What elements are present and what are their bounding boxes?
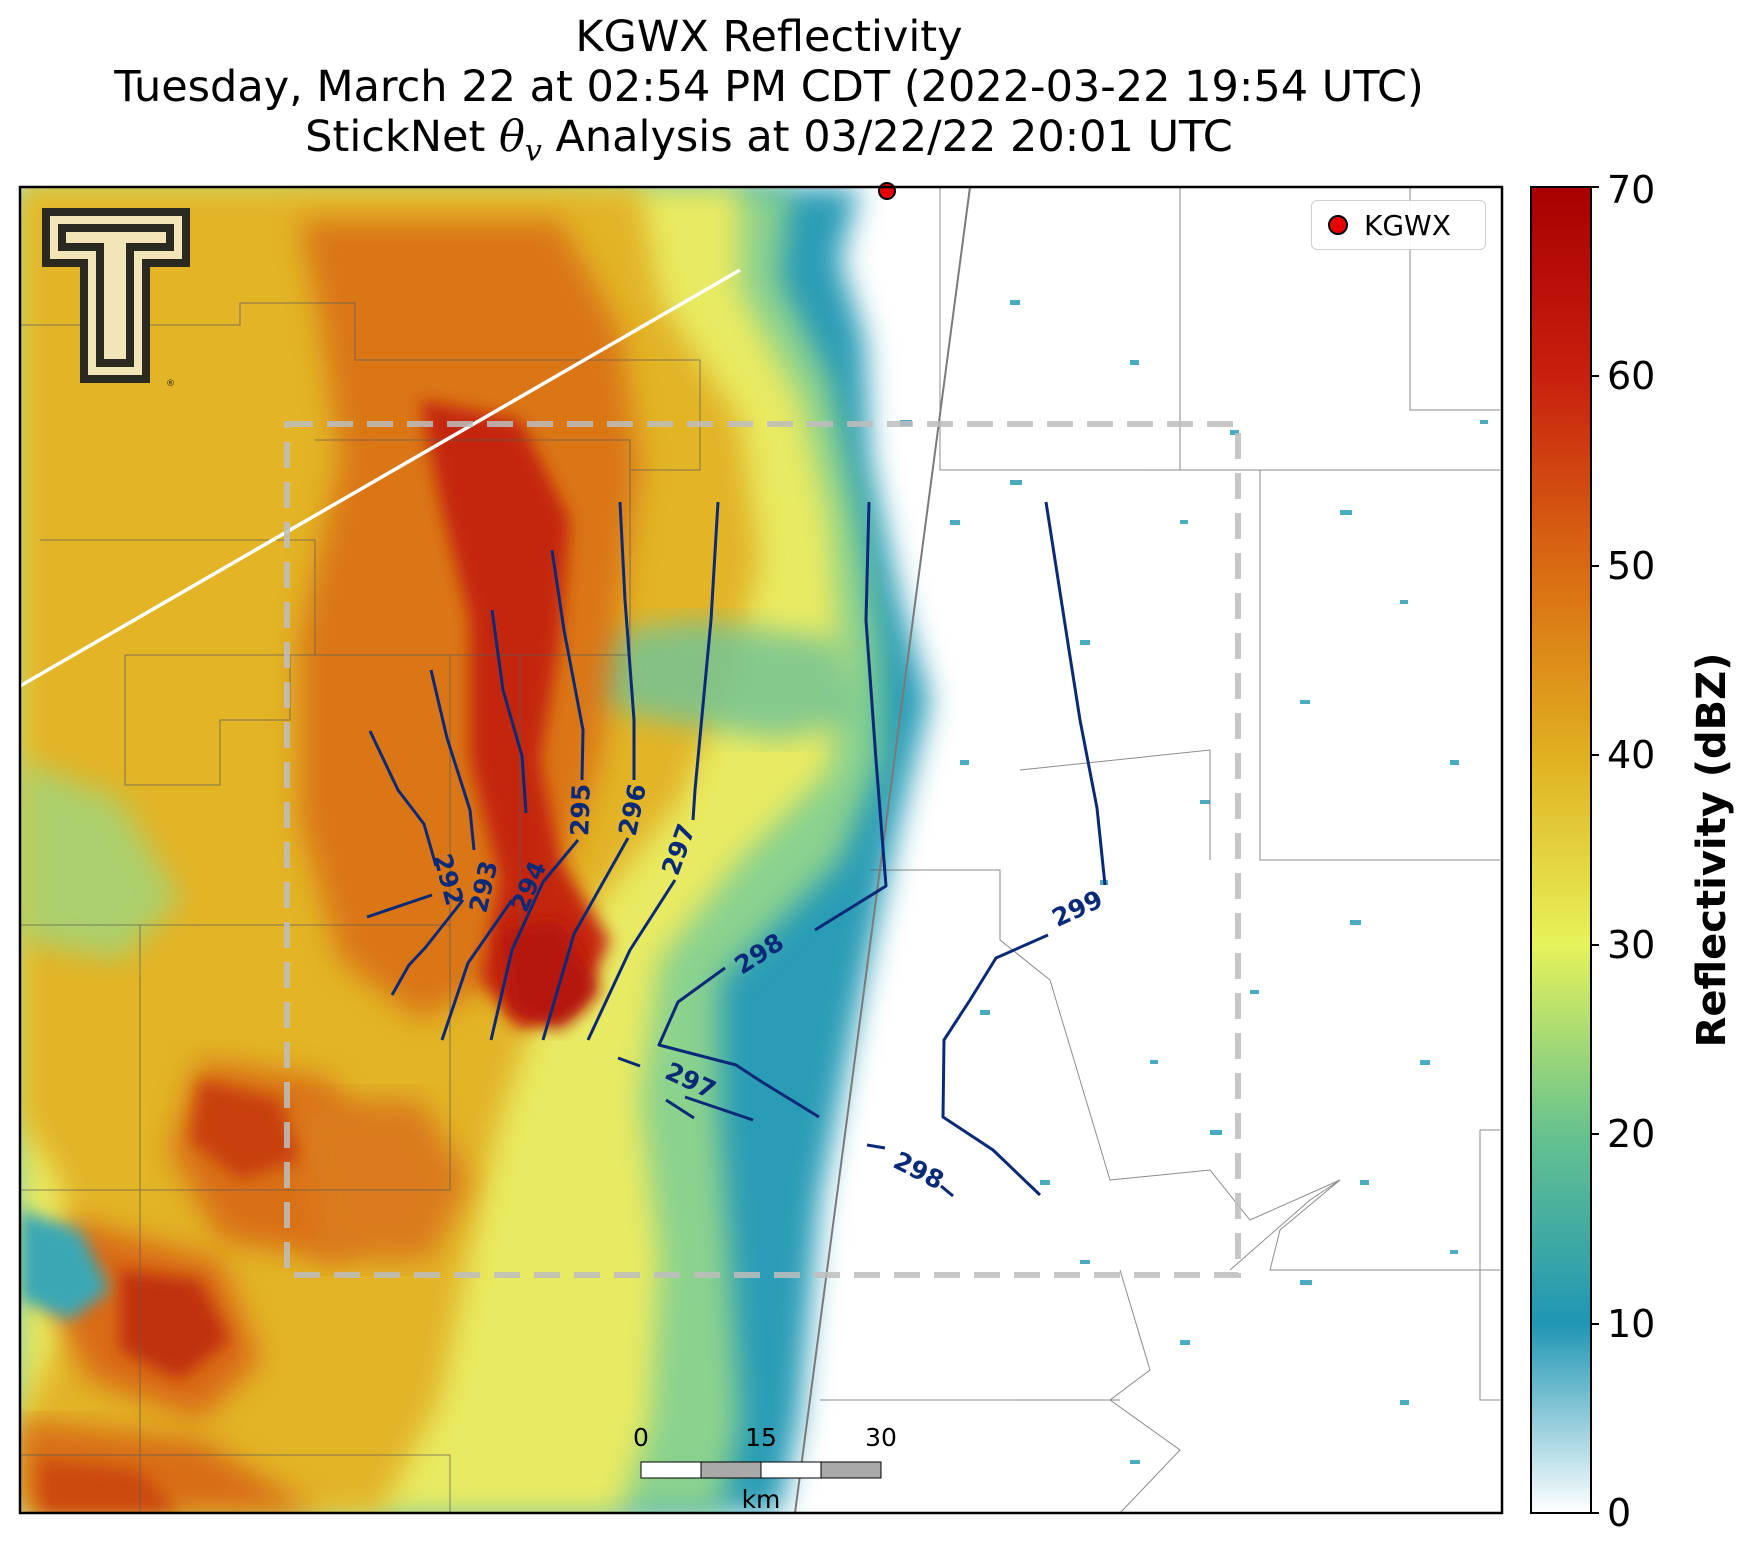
contour-line [940, 1184, 954, 1198]
contour-line [941, 933, 1049, 1197]
colorbar-tick-label: 0 [1607, 1491, 1632, 1535]
theta-symbol: θ [498, 112, 525, 162]
scale-unit: km [741, 1485, 781, 1514]
reflectivity-field [20, 187, 1502, 1513]
colorbar [1530, 186, 1592, 1514]
legend-marker-icon [1328, 215, 1348, 235]
analysis-domain-box [284, 421, 1241, 1278]
contour-line [390, 899, 465, 996]
contour-line [665, 1098, 695, 1120]
scale-tick-30: 30 [865, 1423, 897, 1452]
logo-mark: ® [166, 379, 175, 389]
title-line-1: KGWX Reflectivity [575, 12, 963, 62]
contour-line [368, 730, 438, 867]
contour-label: 295 [565, 783, 596, 836]
colorbar-tick-label: 20 [1607, 1112, 1656, 1156]
map-frame [18, 185, 1504, 1515]
title-line-2: Tuesday, March 22 at 02:54 PM CDT (2022-… [114, 62, 1424, 112]
contour-line [366, 893, 433, 919]
contour-line [550, 549, 585, 781]
scale-bar [640, 1461, 882, 1479]
colorbar-tick-label: 40 [1607, 733, 1656, 777]
contour-line [618, 501, 636, 780]
colorbar-tick-label: 50 [1607, 544, 1656, 588]
title-line-3-prefix: StickNet [305, 112, 499, 162]
colorbar-tick-label: 70 [1607, 168, 1656, 212]
theta-v-contours [366, 501, 1107, 1198]
theta-subscript: v [524, 133, 542, 169]
radar-site-marker [878, 182, 896, 200]
contour-line [541, 837, 630, 1041]
contour-line [814, 501, 888, 932]
colorbar-tick-label: 60 [1607, 354, 1656, 398]
colorbar-label: Reflectivity (dBZ) [1689, 652, 1735, 1048]
colorbar-ticks [1591, 186, 1599, 1514]
legend-label: KGWX [1364, 208, 1451, 242]
map-title: KGWX Reflectivity Tuesday, March 22 at 0… [0, 12, 1538, 177]
contour-line [586, 879, 677, 1041]
colorbar-tick-label: 30 [1607, 923, 1656, 967]
texas-tech-logo: ® [42, 208, 190, 389]
contour-line [691, 501, 720, 821]
scale-tick-15: 15 [745, 1423, 777, 1452]
radial-line [20, 268, 741, 688]
contour-line [490, 609, 528, 814]
contour-line [657, 966, 820, 1119]
contour-line [1044, 501, 1107, 886]
title-line-3-suffix: Analysis at 03/22/22 20:01 UTC [541, 112, 1233, 162]
contour-line [617, 1056, 641, 1068]
map-legend: KGWX [1311, 200, 1486, 250]
scale-tick-0: 0 [633, 1423, 649, 1452]
contour-line [866, 1143, 886, 1150]
colorbar-tick-label: 10 [1607, 1302, 1656, 1346]
contour-line [489, 839, 580, 1041]
contour-line [429, 669, 476, 851]
contour-line [684, 1095, 754, 1122]
title-line-3: StickNet θv Analysis at 03/22/22 20:01 U… [0, 112, 1538, 177]
county-boundaries [20, 187, 1500, 1513]
contour-line [440, 899, 514, 1041]
